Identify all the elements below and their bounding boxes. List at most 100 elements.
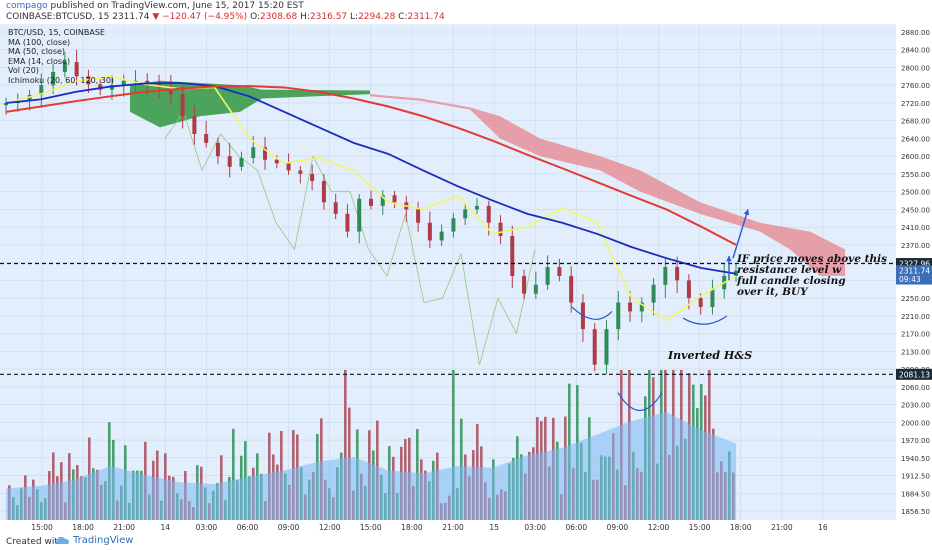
y-tick-label: 2030.00: [901, 402, 930, 410]
candle-body: [604, 329, 609, 365]
publish-line: compago published on TradingView.com, Ju…: [6, 1, 304, 11]
candle-body: [345, 213, 350, 232]
left-shoulder-arc: [571, 306, 613, 320]
publish-header: compago published on TradingView.com, Ju…: [0, 0, 932, 24]
y-tick-label: 2370.00: [901, 242, 930, 250]
candle-body: [686, 280, 691, 299]
head-arc: [617, 392, 663, 411]
candle-body: [427, 222, 432, 241]
ma50-line: [5, 82, 737, 275]
y-tick-label: 2000.00: [901, 419, 930, 427]
buy-annotation-line-2: resistance level w: [737, 264, 842, 276]
symbol-ohlc-line: COINBASE:BTCUSD, 15 2311.74 ▼ −120.47 (−…: [6, 12, 445, 22]
ema14-line: [5, 75, 737, 322]
candle-body: [522, 275, 527, 294]
candle-body: [321, 181, 326, 203]
x-tick-label: 21:00: [113, 523, 135, 532]
volume-bar: [344, 370, 347, 520]
symbol-label: COINBASE:BTCUSD, 15: [6, 12, 110, 22]
candle-body: [357, 198, 362, 232]
x-tick-label: 06:00: [565, 523, 587, 532]
down-arrow-icon: ▼: [152, 12, 160, 22]
legend-ema14: EMA (14, close): [8, 56, 71, 66]
candle-body: [251, 147, 256, 158]
created-with-label: Created with: [6, 537, 64, 547]
cloud-icon: [56, 537, 69, 544]
breakout-arrow-long: [732, 209, 749, 259]
y-tick-label: 2170.00: [901, 331, 930, 339]
candle-body: [227, 156, 232, 167]
candle-body: [628, 302, 633, 312]
x-tick-label: 12:00: [648, 523, 670, 532]
high-label: H:: [300, 12, 310, 22]
candle-body: [451, 218, 456, 232]
candle-body: [380, 195, 385, 206]
price-tag-box: [896, 368, 932, 380]
candle-body: [121, 80, 126, 86]
y-tick-label: 1970.00: [901, 437, 930, 445]
legend-vol: Vol (20): [8, 66, 39, 75]
breakout-arrow-long-head: [743, 209, 750, 216]
close-label: C:: [398, 12, 408, 22]
y-tick-label: 2130.00: [901, 348, 930, 356]
candle-body: [310, 173, 315, 182]
price-tag-box: [896, 258, 932, 270]
y-tick-label: 2550.00: [901, 171, 930, 179]
x-tick-label: 18:00: [401, 523, 423, 532]
price-tag-label: 2311.74: [899, 267, 930, 276]
y-tick-label: 2760.00: [901, 82, 930, 90]
open-value: 2308.68: [260, 12, 298, 22]
volume-bar: [452, 370, 455, 520]
y-tick-label: 2600.00: [901, 153, 930, 161]
x-tick-label: 21:00: [442, 523, 464, 532]
y-tick-label: 2450.00: [901, 206, 930, 214]
candle-body: [616, 302, 621, 330]
candle-body: [286, 163, 291, 171]
candle-body: [651, 284, 656, 303]
price-tag-label: 09:43: [899, 275, 921, 284]
price-chart[interactable]: 1856.50 1884.50 1912.50 1940.50 1970.00 2000.…: [0, 24, 932, 534]
published-text: published on TradingView.com, June 15, 2…: [50, 1, 304, 11]
x-tick-label: 03:00: [524, 523, 546, 532]
y-tick-label: 2410.00: [901, 224, 930, 232]
x-tick-label: 09:00: [607, 523, 629, 532]
candle-body: [698, 298, 703, 307]
y-tick-label: 2680.00: [901, 118, 930, 126]
candle-body: [298, 170, 303, 174]
x-tick-label: 18:00: [730, 523, 752, 532]
ichimoku-cloud-bull: [130, 80, 370, 128]
author-link[interactable]: compago: [6, 1, 48, 11]
x-tick-label: 21:00: [771, 523, 793, 532]
candle-body: [510, 236, 515, 276]
x-tick-label: 06:00: [237, 523, 259, 532]
candle-body: [39, 85, 44, 95]
candle-body: [192, 116, 197, 135]
candle-body: [416, 209, 421, 223]
candle-body: [239, 157, 244, 167]
x-tick-label: 14: [161, 523, 171, 532]
candle-body: [51, 71, 56, 86]
candle-body: [675, 267, 680, 281]
buy-annotation: IF price moves above this resistance lev…: [737, 254, 887, 298]
low-label: L:: [350, 12, 359, 22]
candle-body: [168, 87, 173, 95]
footer-bar: Created with TradingView: [0, 534, 932, 550]
candle-body: [486, 205, 491, 223]
candle-body: [663, 267, 668, 285]
y-tick-label: 1884.50: [901, 490, 930, 498]
candle-body: [592, 329, 597, 365]
y-tick-label: 2500.00: [901, 189, 930, 197]
ma100-line: [5, 85, 737, 246]
right-shoulder-arc: [682, 315, 728, 325]
y-tick-label: 2840.00: [901, 47, 930, 55]
y-tick-label: 2640.00: [901, 135, 930, 143]
buy-annotation-line-4: over it, BUY: [737, 286, 808, 298]
candle-body: [474, 205, 479, 210]
y-tick-label: 2250.00: [901, 295, 930, 303]
tradingview-brand[interactable]: TradingView: [56, 535, 133, 546]
x-tick-label: 15:00: [689, 523, 711, 532]
candle-body: [710, 289, 715, 307]
open-label: O:: [250, 12, 261, 22]
y-tick-label: 2880.00: [901, 29, 930, 37]
